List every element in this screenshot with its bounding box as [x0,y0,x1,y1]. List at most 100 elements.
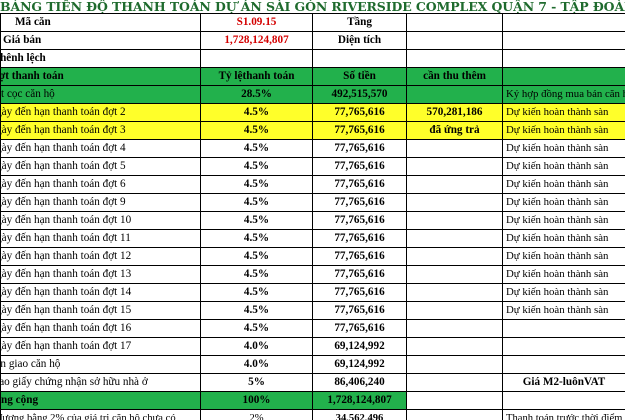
row-label[interactable]: Ngày đến hạn thanh toán đợt 9 [0,193,201,212]
row-extra[interactable] [406,229,503,248]
row-label[interactable]: Ngày đến hạn thanh toán đợt 4 [0,139,201,158]
row-label[interactable]: Bàn giao căn hộ [0,355,201,374]
row-note[interactable] [502,355,625,374]
row-percent[interactable]: 4.5% [200,301,313,320]
row-note[interactable]: Dự kiến hoàn thành sàn [502,247,625,266]
row-label[interactable]: Ngày đến hạn thanh toán đợt 6 [0,175,201,194]
row-amount[interactable]: 77,765,616 [312,103,407,122]
row-note[interactable]: Dự kiến hoàn thành sàn [502,283,625,302]
row-extra[interactable] [406,211,503,230]
row-extra[interactable] [406,175,503,194]
row-percent[interactable]: 4.5% [200,121,313,140]
row-note[interactable] [502,319,625,338]
row-note[interactable]: Dự kiến hoàn thành sàn [502,103,625,122]
row-amount[interactable]: 77,765,616 [312,157,407,176]
row-label[interactable]: Ngày đến hạn thanh toán đợt 17 [0,337,201,356]
row-note[interactable]: Dự kiến hoàn thành sàn [502,301,625,320]
row-note[interactable]: Dự kiến hoàn thành sàn [502,157,625,176]
row-label[interactable]: Ngày đến hạn thanh toán đợt 5 [0,157,201,176]
total-amount[interactable]: 1,728,124,807 [312,391,407,410]
row-note[interactable]: Dự kiến hoàn thành sàn [502,211,625,230]
row-extra[interactable]: đã ứng trả [406,121,503,140]
info-value-gia-ban[interactable]: 1,728,124,807 [200,31,313,50]
row-label[interactable]: Ngày đến hạn thanh toán đợt 10 [0,211,201,230]
header-ghi-chu [502,67,625,86]
row-amount[interactable]: 77,765,616 [312,247,407,266]
row-label[interactable]: Ngày đến hạn thanh toán đợt 13 [0,265,201,284]
row-amount[interactable]: 69,124,992 [312,337,407,356]
row-amount[interactable]: 77,765,616 [312,319,407,338]
info-empty-1 [502,13,625,32]
row-extra[interactable] [406,85,503,104]
row-extra[interactable] [406,319,503,338]
row-extra[interactable] [406,265,503,284]
row-label[interactable]: Ngày đến hạn thanh toán đợt 16 [0,319,201,338]
row-note[interactable]: Dự kiến hoàn thành sàn [502,265,625,284]
row-amount[interactable]: 77,765,616 [312,121,407,140]
row-percent[interactable]: 28.5% [200,85,313,104]
row-amount[interactable]: 492,515,570 [312,85,407,104]
info-empty-3 [312,49,407,68]
row-percent[interactable]: 4.5% [200,319,313,338]
row-note[interactable]: Dự kiến hoàn thành sàn [502,175,625,194]
row-amount[interactable]: 77,765,616 [312,229,407,248]
row-label[interactable]: Ngày đến hạn thanh toán đợt 11 [0,229,201,248]
row-percent[interactable]: 4.5% [200,175,313,194]
row-amount[interactable]: 77,765,616 [312,265,407,284]
deposit-amount[interactable]: 34,562,496 [312,409,407,420]
row-extra[interactable] [406,355,503,374]
deposit-label[interactable]: Tương đương bằng 2% của giá trị căn hộ c… [0,409,201,420]
row-amount[interactable]: 77,765,616 [312,301,407,320]
row-extra[interactable] [406,337,503,356]
row-extra[interactable] [406,301,503,320]
row-extra[interactable] [406,247,503,266]
row-percent[interactable]: 4.0% [200,337,313,356]
row-percent[interactable]: 4.0% [200,355,313,374]
row-extra[interactable] [406,193,503,212]
row-extra[interactable] [406,283,503,302]
total-label[interactable]: Tổng cộng [0,391,201,410]
row-percent[interactable]: 4.5% [200,265,313,284]
row-note[interactable]: Dự kiến hoàn thành sàn [502,139,625,158]
row-note[interactable]: Giá M2-luônVAT [502,373,625,392]
deposit-percent[interactable]: 2% [200,409,313,420]
row-note[interactable]: Ký hợp đồng mua bán căn hộ [502,85,625,104]
info-value-ma-can[interactable]: S1.09.15 [200,13,313,32]
row-percent[interactable]: 5% [200,373,313,392]
row-extra[interactable] [406,373,503,392]
row-note[interactable]: Dự kiến hoàn thành sàn [502,193,625,212]
info-value-chenh-lech[interactable] [200,49,313,68]
row-amount[interactable]: 77,765,616 [312,175,407,194]
row-label[interactable]: Ngày đến hạn thanh toán đợt 15 [0,301,201,320]
row-amount[interactable]: 77,765,616 [312,211,407,230]
row-percent[interactable]: 4.5% [200,193,313,212]
row-percent[interactable]: 4.5% [200,157,313,176]
row-amount[interactable]: 86,406,240 [312,373,407,392]
row-note[interactable]: Dự kiến hoàn thành sàn [502,121,625,140]
row-percent[interactable]: 4.5% [200,283,313,302]
row-note[interactable] [502,337,625,356]
row-percent[interactable]: 4.5% [200,229,313,248]
info-value-tang[interactable] [406,13,503,32]
row-label[interactable]: Ngày đến hạn thanh toán đợt 12 [0,247,201,266]
row-label[interactable]: Đặt cọc căn hộ [0,85,201,104]
row-amount[interactable]: 77,765,616 [312,283,407,302]
info-value-dien-tich[interactable] [406,31,503,50]
row-label[interactable]: Ngày đến hạn thanh toán đợt 3 [0,121,201,140]
row-percent[interactable]: 4.5% [200,247,313,266]
row-label[interactable]: Ngày đến hạn thanh toán đợt 14 [0,283,201,302]
row-amount[interactable]: 77,765,616 [312,193,407,212]
deposit-note[interactable]: Thanh toán trước thời điểm [502,409,625,420]
total-percent[interactable]: 100% [200,391,313,410]
row-extra[interactable]: 570,281,186 [406,103,503,122]
row-extra[interactable] [406,157,503,176]
row-extra[interactable] [406,139,503,158]
row-amount[interactable]: 69,124,992 [312,355,407,374]
row-note[interactable]: Dự kiến hoàn thành sàn [502,229,625,248]
row-percent[interactable]: 4.5% [200,103,313,122]
row-label[interactable]: Ngày đến hạn thanh toán đợt 2 [0,103,201,122]
row-percent[interactable]: 4.5% [200,139,313,158]
row-amount[interactable]: 77,765,616 [312,139,407,158]
row-percent[interactable]: 4.5% [200,211,313,230]
row-label[interactable]: Giao giấy chứng nhận sở hữu nhà ở [0,373,201,392]
